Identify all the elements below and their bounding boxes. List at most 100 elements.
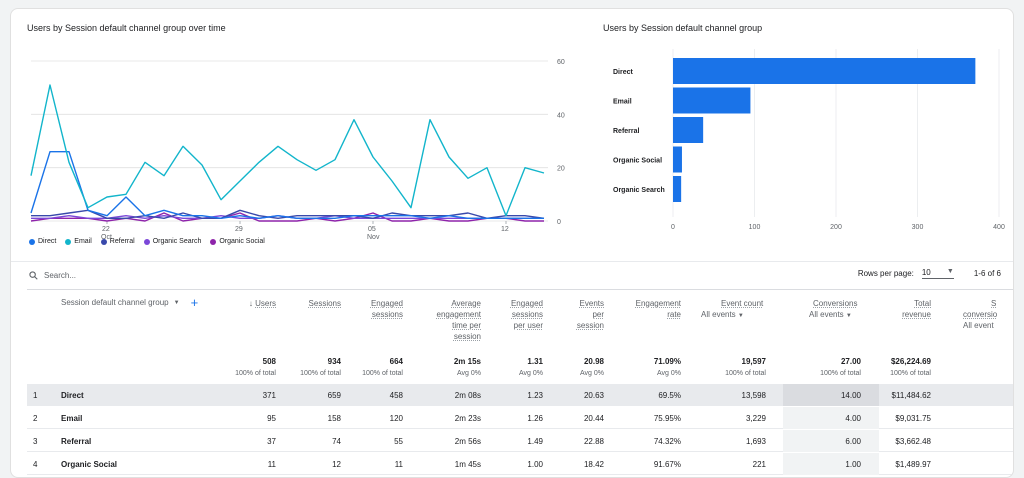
total-engagement-rate: 71.09% Avg 0% [653,357,681,377]
x-tick-month: Oct [101,234,112,241]
x-tick-label: 0 [671,224,675,231]
legend-label: Direct [38,238,57,245]
conv-cell: 6.00 [845,437,861,446]
engaged-cell: 55 [394,437,403,446]
legend-dot-icon [29,238,35,245]
bar-referral [673,117,704,143]
pagination: Rows per page: 10 ▼ 1-6 of 6 [858,268,1001,279]
rows-per-page-value: 10 [921,268,931,277]
conversions-column-highlight [783,430,879,452]
channel-cell: Referral [61,437,92,446]
channel-cell: Organic Social [61,460,118,469]
legend-label: Email [74,238,92,245]
sessions-cell: 158 [327,414,341,423]
aet-cell: 2m 56s [454,437,481,446]
legend-label: Referral [109,238,135,245]
add-dimension-button[interactable]: + [190,295,199,310]
eps-cell: 22.88 [583,437,604,446]
conv-cell: 4.00 [845,414,861,423]
table-search[interactable]: Search... [29,271,76,280]
total-users: 508 100% of total [235,357,276,377]
report-card: Users by Session default channel group o… [10,8,1014,478]
ec-cell: 221 [752,460,766,469]
avg-engagement-time-header[interactable]: Average engagement time per session [436,299,481,341]
conversions-filter[interactable]: All events ▼ [809,310,852,319]
legend-dot-icon [65,238,72,245]
rows-per-page-label: Rows per page: [857,269,914,278]
row-index: 3 [33,437,38,446]
ec-cell: 1,693 [745,437,766,446]
rev-cell: $11,484.62 [891,391,931,400]
engagement-rate-header[interactable]: Engagement rate [635,299,681,319]
conv-cell: 14.00 [840,391,861,400]
engaged-sessions-header[interactable]: Engaged sessions [370,299,403,319]
row-index: 1 [33,391,38,400]
total-revenue-header[interactable]: Total revenue [902,299,931,319]
conversions-header[interactable]: Conversions All events ▼ [809,299,858,319]
x-tick-month: Nov [367,234,380,241]
eps-cell: 20.44 [583,414,604,423]
y-tick-label: 60 [557,59,565,66]
users-header[interactable]: ↓ Users [248,299,276,308]
x-tick-label: 400 [993,224,1005,231]
table-top-border [27,289,1013,290]
legend-item[interactable]: Email [65,238,92,245]
engaged-cell: 120 [389,414,403,423]
conversions-column-highlight [783,384,879,406]
rev-cell: $3,662.48 [895,437,931,446]
engaged-sessions-per-user-header[interactable]: Engaged sessions per user [510,299,543,330]
y-tick-label: 40 [557,112,565,119]
events-per-session-header[interactable]: Events per session [576,299,604,330]
bar-email [673,87,751,114]
espu-cell: 1.00 [527,460,543,469]
event-count-header[interactable]: Event count All events ▼ [701,299,764,319]
caret-down-icon: ▼ [173,299,180,306]
aet-cell: 2m 08s [454,391,481,400]
legend-item[interactable]: Referral [100,238,135,245]
total-engaged-sessions-per-user: 1.31 Avg 0% [519,357,543,377]
line-chart-title: Users by Session default channel group o… [27,23,226,33]
event-count-filter[interactable]: All events ▼ [701,310,744,319]
users-cell: 371 [262,391,276,400]
er-cell: 69.5% [658,391,681,400]
row-index: 2 [33,414,38,423]
sessions-cell: 74 [332,437,341,446]
total-events-per-session: 20.98 Avg 0% [580,357,604,377]
dimension-header[interactable]: Session default channel group ▼ + [61,295,199,310]
aet-cell: 1m 45s [454,460,481,469]
sort-arrow-icon: ↓ [248,299,253,308]
engaged-cell: 11 [394,460,403,469]
bar-chart-title: Users by Session default channel group [603,23,763,33]
x-tick-label: 300 [912,224,924,231]
er-cell: 74.32% [653,437,681,446]
caret-down-icon: ▼ [737,313,744,319]
sessions-header[interactable]: Sessions [308,299,341,308]
table-row[interactable]: 1 Direct 371 659 458 2m 08s 1.23 20.63 69.5% 13,5… [27,384,1013,406]
legend-item[interactable]: Organic Social [210,238,265,245]
bar-category-label: Organic Social [613,158,662,165]
x-tick-label: 29 [235,226,243,233]
table-row[interactable]: 4 Organic Social 11 12 11 1m 45s 1.00 18.42 91.6… [27,453,1013,475]
legend-item[interactable]: Direct [29,238,56,245]
rev-cell: $1,489.97 [895,460,931,469]
bar-category-label: Direct [613,69,634,76]
ec-cell: 13,598 [741,391,766,400]
search-placeholder: Search... [44,271,77,280]
rows-per-page-select[interactable]: 10 ▼ [921,268,954,279]
legend-label: Organic Social [219,238,265,245]
engaged-cell: 458 [389,391,403,400]
y-tick-label: 0 [557,219,561,226]
table-row[interactable]: 3 Referral 37 74 55 2m 56s 1.49 22.88 74.32% 1,69… [27,430,1013,452]
espu-cell: 1.49 [527,437,543,446]
table-row[interactable]: 2 Email 95 158 120 2m 23s 1.26 20.44 75.95% 3,229… [27,407,1013,429]
aet-cell: 2m 23s [454,414,481,423]
line-chart-legend: Direct Email Referral Organic Search Organic… [29,238,265,245]
users-cell: 37 [267,437,276,446]
x-tick-label: 100 [749,224,761,231]
er-cell: 91.67% [653,460,681,469]
total-engaged-sessions: 664 100% of total [362,357,403,377]
legend-item[interactable]: Organic Search [143,238,201,245]
bar-category-label: Organic Search [613,187,665,194]
